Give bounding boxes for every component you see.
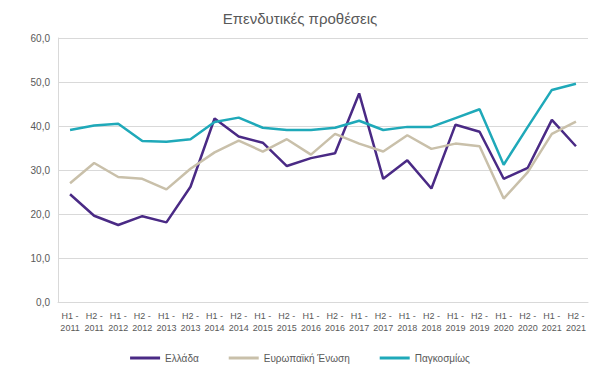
svg-text:H1 -: H1 - — [206, 311, 223, 321]
svg-text:H1 -: H1 - — [447, 311, 464, 321]
svg-text:H2 -: H2 - — [327, 311, 344, 321]
svg-text:H2 -: H2 - — [134, 311, 151, 321]
svg-text:2013: 2013 — [156, 323, 176, 333]
svg-text:0,0: 0,0 — [36, 297, 50, 308]
svg-text:2012: 2012 — [132, 323, 152, 333]
svg-text:40,0: 40,0 — [31, 121, 51, 132]
svg-text:2011: 2011 — [60, 323, 79, 333]
svg-text:Επενδυτικές προθέσεις: Επενδυτικές προθέσεις — [223, 10, 378, 27]
svg-text:H2 -: H2 - — [567, 311, 584, 321]
svg-text:2018: 2018 — [421, 323, 441, 333]
svg-text:Ελλάδα: Ελλάδα — [165, 353, 199, 364]
svg-text:60,0: 60,0 — [31, 33, 51, 44]
svg-text:H1 -: H1 - — [110, 311, 127, 321]
svg-text:2013: 2013 — [180, 323, 200, 333]
svg-text:2015: 2015 — [277, 323, 297, 333]
svg-text:H2 -: H2 - — [230, 311, 247, 321]
svg-text:2016: 2016 — [325, 323, 345, 333]
svg-text:2018: 2018 — [397, 323, 417, 333]
svg-text:H2 -: H2 - — [278, 311, 295, 321]
svg-text:2020: 2020 — [494, 323, 514, 333]
svg-text:2014: 2014 — [229, 323, 249, 333]
svg-text:2019: 2019 — [470, 323, 490, 333]
svg-text:2017: 2017 — [373, 323, 393, 333]
svg-text:H2 -: H2 - — [519, 311, 536, 321]
svg-text:20,0: 20,0 — [31, 209, 51, 220]
svg-text:2011: 2011 — [84, 323, 103, 333]
svg-text:H1 -: H1 - — [302, 311, 319, 321]
svg-text:H2 -: H2 - — [375, 311, 392, 321]
svg-text:2019: 2019 — [445, 323, 465, 333]
svg-text:H2 -: H2 - — [182, 311, 199, 321]
svg-text:2015: 2015 — [253, 323, 273, 333]
svg-text:H1 -: H1 - — [62, 311, 79, 321]
svg-text:2016: 2016 — [301, 323, 321, 333]
svg-text:H1 -: H1 - — [158, 311, 175, 321]
svg-text:10,0: 10,0 — [31, 253, 51, 264]
svg-text:Παγκοσμίως: Παγκοσμίως — [415, 353, 470, 364]
svg-text:30,0: 30,0 — [31, 165, 51, 176]
svg-text:H2 -: H2 - — [86, 311, 103, 321]
svg-text:50,0: 50,0 — [31, 77, 51, 88]
svg-text:2021: 2021 — [566, 323, 586, 333]
svg-text:H1 -: H1 - — [254, 311, 271, 321]
svg-text:2012: 2012 — [108, 323, 128, 333]
svg-text:2017: 2017 — [349, 323, 369, 333]
svg-text:2014: 2014 — [205, 323, 225, 333]
svg-text:2020: 2020 — [518, 323, 538, 333]
svg-text:H2 -: H2 - — [423, 311, 440, 321]
svg-text:H1 -: H1 - — [399, 311, 416, 321]
svg-text:H1 -: H1 - — [495, 311, 512, 321]
svg-text:H1 -: H1 - — [351, 311, 368, 321]
svg-text:2021: 2021 — [542, 323, 562, 333]
svg-text:Ευρωπαϊκή Ένωση: Ευρωπαϊκή Ένωση — [264, 353, 350, 364]
svg-text:H1 -: H1 - — [543, 311, 560, 321]
svg-text:H2 -: H2 - — [471, 311, 488, 321]
